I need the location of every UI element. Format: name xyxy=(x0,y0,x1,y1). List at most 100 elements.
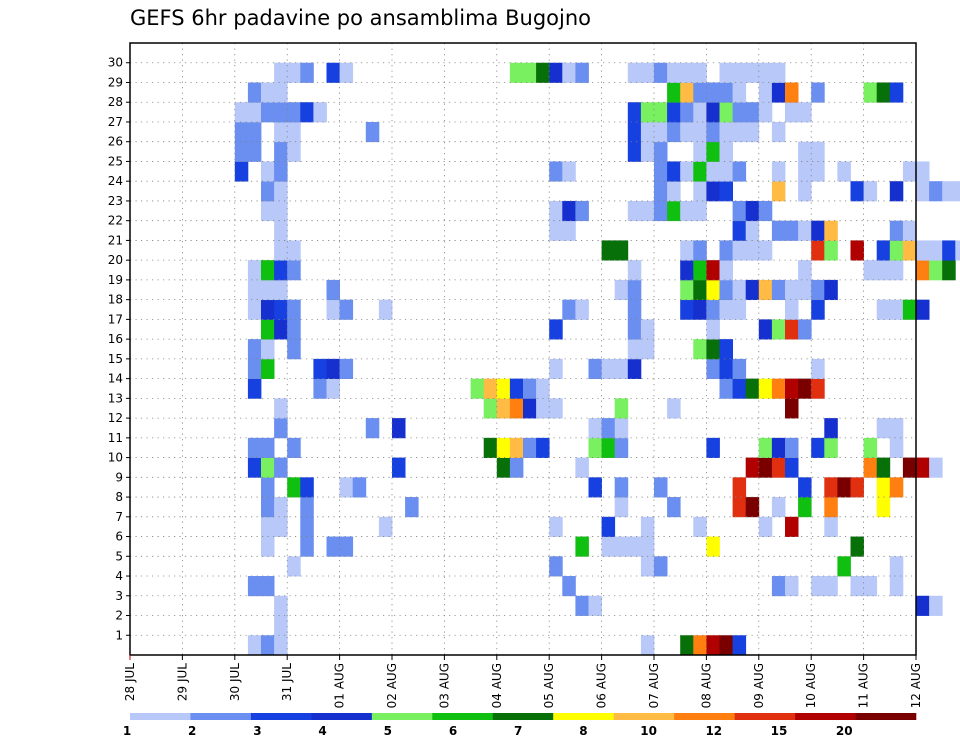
heat-cell xyxy=(483,398,498,419)
heat-cell xyxy=(693,121,707,143)
heat-cell xyxy=(680,82,694,103)
heat-cell xyxy=(680,240,694,261)
heat-cell xyxy=(274,398,288,419)
heat-cell xyxy=(300,497,314,518)
heat-cell xyxy=(771,181,786,202)
heat-cell xyxy=(824,477,838,498)
heat-cell xyxy=(274,181,288,202)
heat-cell xyxy=(536,398,550,419)
heat-cell xyxy=(719,82,733,103)
heat-cell xyxy=(837,161,851,182)
heat-cell xyxy=(470,378,485,399)
heat-cell xyxy=(640,62,655,83)
heat-cell xyxy=(614,437,629,458)
colorbar-swatch xyxy=(674,713,735,720)
heat-cell xyxy=(247,378,262,399)
heat-cell xyxy=(509,398,524,419)
y-tick-label: 2 xyxy=(115,609,123,623)
heat-cell xyxy=(627,358,642,380)
heat-cell xyxy=(326,299,340,320)
heat-cell xyxy=(261,437,275,458)
heat-cell xyxy=(247,457,262,478)
heat-cell xyxy=(811,240,825,261)
heat-cell xyxy=(261,635,275,656)
heat-cell xyxy=(876,457,891,478)
heat-cell xyxy=(287,121,301,143)
heat-cell xyxy=(274,595,288,616)
heat-cell xyxy=(798,102,812,123)
colorbar-label: 20 xyxy=(836,724,853,738)
heat-cell xyxy=(562,161,576,182)
heat-cell xyxy=(955,181,960,202)
heat-cell xyxy=(601,536,616,557)
heat-cell xyxy=(549,220,563,241)
heat-cell xyxy=(562,62,576,83)
colorbar-swatch xyxy=(855,713,917,720)
heat-cell xyxy=(654,477,668,498)
heat-cell xyxy=(942,240,956,261)
heat-cell xyxy=(929,240,943,261)
heat-cell xyxy=(785,398,799,419)
heat-cell xyxy=(627,339,642,360)
heat-cell xyxy=(667,200,681,222)
heat-cell xyxy=(955,240,960,261)
heat-cell xyxy=(261,82,275,103)
heat-cell xyxy=(693,141,707,162)
heat-cell xyxy=(640,319,655,340)
heat-cell xyxy=(247,358,262,380)
heat-cell xyxy=(771,576,786,597)
heat-cell xyxy=(811,299,825,320)
heat-cell xyxy=(889,477,904,498)
colorbar-label: 8 xyxy=(579,724,587,738)
heat-cell xyxy=(680,635,694,656)
x-tick-label: 02 AUG xyxy=(385,663,399,708)
heat-cell xyxy=(274,497,288,518)
heat-cell xyxy=(614,418,629,439)
heat-cell xyxy=(667,181,681,202)
heat-cell xyxy=(719,635,733,656)
heat-cell xyxy=(811,279,825,301)
heat-cell xyxy=(261,279,275,301)
heat-cell xyxy=(274,516,288,537)
heat-cell xyxy=(785,220,799,241)
heat-cell xyxy=(929,181,943,202)
heat-cell xyxy=(916,595,930,616)
heat-cell xyxy=(654,121,668,143)
heat-cell xyxy=(287,437,301,458)
heat-cell xyxy=(614,477,629,498)
heat-cell xyxy=(667,497,681,518)
heat-cell xyxy=(247,339,262,360)
heat-cell xyxy=(536,437,550,458)
heat-cell xyxy=(719,378,733,399)
heat-cell xyxy=(523,378,537,399)
heat-cell xyxy=(706,141,720,162)
heat-cell xyxy=(562,220,576,241)
y-tick-label: 9 xyxy=(115,470,123,484)
heat-cell xyxy=(627,299,642,320)
heat-cell xyxy=(274,635,288,656)
heat-cell xyxy=(745,220,760,241)
heat-cell xyxy=(745,457,760,478)
colorbar-label: 4 xyxy=(318,724,326,738)
heat-cell xyxy=(313,378,327,399)
heat-cell xyxy=(247,102,262,123)
heat-cell xyxy=(667,161,681,182)
y-tick-label: 24 xyxy=(108,174,123,188)
x-tick-label: 12 AUG xyxy=(909,663,923,708)
heat-cell xyxy=(640,141,655,162)
y-tick-label: 17 xyxy=(108,312,123,326)
colorbar-label: 1 xyxy=(123,724,131,738)
heat-cell xyxy=(706,181,720,202)
heat-cell xyxy=(287,260,301,281)
heat-cell xyxy=(889,82,904,103)
heat-cell xyxy=(916,260,930,281)
x-tick-label: 11 AUG xyxy=(857,663,871,708)
heat-cell xyxy=(261,576,275,597)
heat-cell xyxy=(732,240,747,261)
heat-cell xyxy=(680,161,694,182)
heat-cell xyxy=(601,418,616,439)
heat-cell xyxy=(627,279,642,301)
heat-cell xyxy=(261,477,275,498)
heat-cell xyxy=(706,279,720,301)
heat-cell xyxy=(274,161,288,182)
